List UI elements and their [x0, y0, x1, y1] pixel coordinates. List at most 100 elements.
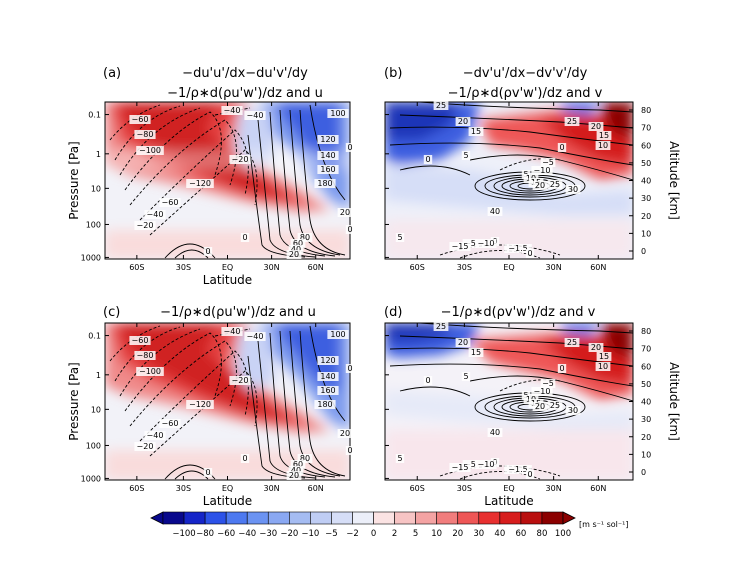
- contour-label: −20: [229, 155, 251, 164]
- colorbar-tick-label: −10: [301, 529, 319, 539]
- colorbar-tick-label: −2: [346, 529, 359, 539]
- contour-label: −15: [449, 242, 471, 251]
- contour-label: 0: [423, 155, 433, 164]
- y2-tick-label: 60: [641, 362, 651, 371]
- contour-label: 120: [317, 135, 339, 144]
- x-axis-label: Latitude: [203, 494, 252, 508]
- contour-label: 5: [461, 372, 471, 381]
- y-axis-label: Pressure [Pa]: [67, 362, 81, 440]
- contour-label: 15: [468, 348, 484, 357]
- contour-value: 160: [320, 386, 335, 395]
- contour-label: 25: [564, 117, 580, 126]
- contour-label: 0: [240, 233, 250, 242]
- contour-value: 100: [330, 109, 345, 118]
- contour-label: 0: [203, 247, 213, 256]
- colorbar-swatch: [541, 511, 564, 525]
- contour-label: 40: [288, 245, 304, 254]
- colorbar-tick-label: −100: [172, 529, 195, 539]
- y2-tick-label: 80: [641, 327, 651, 336]
- contour-value: 20: [289, 471, 299, 480]
- contour-value: 0: [559, 364, 564, 373]
- colorbar-tick-label: −20: [280, 529, 298, 539]
- contour-value: 0: [425, 376, 430, 385]
- panel-d: [384, 322, 634, 481]
- contour-label: 25: [564, 338, 580, 347]
- x-tick-label: 30S: [176, 263, 191, 272]
- contour-value: 40: [291, 466, 301, 475]
- contour-label: 10: [595, 141, 611, 150]
- colorbar-swatch: [478, 511, 501, 525]
- contour-value: 20: [591, 122, 601, 131]
- contour-value: −40: [147, 431, 164, 440]
- contour-value: 0: [347, 446, 352, 455]
- contour-value: −60: [132, 115, 149, 124]
- x-tick-label: 60N: [308, 484, 324, 493]
- contour-label: 120: [317, 356, 339, 365]
- y2-tick-label: 40: [641, 177, 651, 186]
- contour-value: −20: [137, 442, 154, 451]
- contour-value: −5: [542, 379, 554, 388]
- panel-title-line1: −dv'u'/dx−dv'v'/dy: [463, 66, 588, 81]
- colorbar-swatch: [331, 511, 353, 525]
- contour-label: 0: [345, 143, 355, 152]
- panel-c: [104, 322, 351, 481]
- contour-value: 40: [490, 207, 500, 216]
- contour-value: 20: [535, 181, 545, 190]
- contour-value: 5: [397, 233, 402, 242]
- contour-value: 0: [347, 225, 352, 234]
- contour-value: 25: [436, 101, 446, 110]
- contour-label: −15: [449, 463, 471, 472]
- x-tick-label: EQ: [222, 263, 233, 272]
- y-tick-label: 100: [86, 220, 101, 229]
- contour-label: 15: [596, 352, 612, 361]
- contour-label: 140: [317, 372, 339, 381]
- contour-value: −40: [147, 210, 164, 219]
- contour-label: 160: [317, 386, 339, 395]
- contour-value: 80: [300, 233, 310, 242]
- contour-label: 0: [345, 364, 355, 373]
- contour-value: 0: [347, 143, 352, 152]
- colorbar-swatch: [225, 511, 248, 525]
- contour-value: −10: [478, 239, 495, 248]
- contour-label: −100: [136, 367, 164, 376]
- panel-tag: (a): [103, 66, 121, 81]
- contour-label: 0: [525, 249, 535, 258]
- contour-value: 0: [242, 233, 247, 242]
- contour-value: 0: [205, 247, 210, 256]
- contour-value: 0: [559, 143, 564, 152]
- contour-value: 20: [340, 208, 350, 217]
- contour-label: 25: [547, 401, 563, 410]
- contour-value: 180: [317, 400, 332, 409]
- contour-label: −20: [134, 442, 156, 451]
- contour-label: 160: [317, 165, 339, 174]
- colorbar-tick-label: −60: [217, 529, 235, 539]
- contour-label: 40: [288, 466, 304, 475]
- panel-tag: (c): [103, 305, 120, 320]
- contour-value: 0: [527, 470, 532, 479]
- panel-title-line1: −du'u'/dx−du'v'/dy: [182, 66, 308, 81]
- contour-label: 0: [345, 446, 355, 455]
- contour-value: 20: [591, 343, 601, 352]
- y2-tick-label: 30: [641, 415, 651, 424]
- colorbar-swatch: [162, 511, 185, 525]
- contour-value: −80: [137, 351, 154, 360]
- x-tick-label: 30N: [264, 263, 280, 272]
- y-tick-label: 1: [96, 371, 101, 380]
- contour-value: −40: [224, 327, 241, 336]
- y2-axis-label: Altitude [km]: [667, 362, 681, 441]
- contour-label: 20: [455, 117, 471, 126]
- contour-label: −1.5: [504, 465, 532, 474]
- contour-value: −20: [232, 376, 249, 385]
- colorbar-tick-label: 30: [473, 529, 484, 539]
- contour-label: 80: [297, 233, 313, 242]
- contour-label: 0: [423, 376, 433, 385]
- contour-label: −40: [221, 327, 243, 336]
- contour-value: 140: [320, 372, 335, 381]
- contour-value: 0: [242, 454, 247, 463]
- contour-value: 25: [550, 180, 560, 189]
- contour-value: −40: [224, 106, 241, 115]
- x-tick-label: 60S: [129, 484, 144, 493]
- contour-label: −1.5: [504, 244, 532, 253]
- contour-label: 15: [596, 131, 612, 140]
